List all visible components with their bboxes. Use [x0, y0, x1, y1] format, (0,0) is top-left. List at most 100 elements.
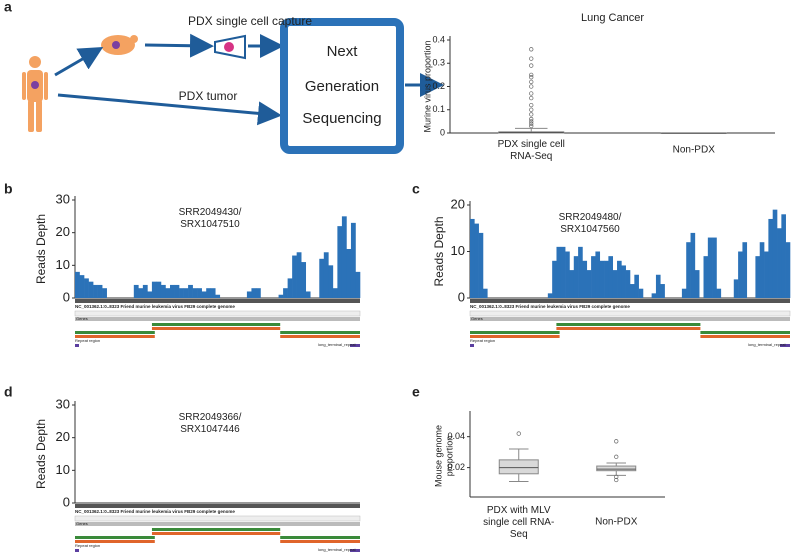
coverage-bar: [556, 246, 562, 298]
repeat: [780, 344, 790, 347]
coverage-bar: [785, 242, 791, 298]
gene: [556, 323, 701, 326]
coverage-bar: [474, 223, 479, 298]
coverage-bar: [142, 284, 148, 298]
y-tick-label: 0: [63, 289, 70, 304]
coverage-bar: [215, 294, 221, 298]
coverage-bar: [604, 260, 609, 298]
outlier: [529, 121, 534, 126]
y-tick-label: 0: [458, 289, 465, 304]
outlier: [529, 123, 534, 129]
coverage-bar: [621, 265, 626, 298]
coverage-bar: [686, 242, 691, 298]
y-tick-label: 0: [63, 494, 70, 509]
track-repeat-name: long_terminal_repeat: [318, 342, 356, 347]
coverage-bar: [716, 288, 722, 298]
coverage-bar: [192, 288, 198, 298]
coverage-bar: [569, 270, 575, 298]
track-bar: [470, 317, 790, 321]
outlier: [614, 439, 619, 444]
repeat: [470, 344, 474, 347]
y-axis-label: Mouse genomeproportion: [434, 425, 455, 487]
gene: [75, 536, 155, 539]
coverage-bar: [97, 284, 103, 298]
gene: [151, 532, 281, 535]
annotation: SRR2049480/SRX1047560: [559, 212, 622, 235]
coverage-bar: [138, 288, 144, 298]
coverage-bar: [102, 288, 107, 298]
coverage-bar: [768, 218, 774, 298]
coverage-bar: [151, 281, 157, 298]
cell-icon: [224, 42, 234, 52]
gene: [470, 335, 560, 338]
coverage-bar: [634, 274, 639, 298]
y-tick-label: 0: [440, 127, 445, 137]
coverage-bar: [147, 291, 153, 298]
track-repeat-name: long_terminal_repeat: [318, 547, 356, 552]
coverage-bar: [170, 284, 175, 298]
ngs-label: Sequencing: [302, 110, 381, 127]
panel-label: d: [4, 384, 13, 400]
y-axis-label: Murine virus proportion: [422, 40, 432, 132]
coverage-bar: [337, 226, 343, 298]
box: [596, 465, 637, 472]
coverage-bar: [733, 279, 739, 298]
track-repeat-label: Repeat region: [75, 543, 100, 548]
coverage-bar: [296, 252, 302, 298]
repeat: [350, 344, 360, 347]
outlier: [614, 474, 619, 480]
coverage-bar: [350, 222, 356, 298]
track-ruler: [469, 310, 791, 317]
tumor-label: PDX tumor: [179, 89, 238, 103]
coverage-bar: [201, 291, 207, 298]
track-title: NC_001362.1:0..8323 Friend murine leukem…: [470, 304, 630, 309]
x-tick-label: PDX with MLV single cell RNA-Seq: [483, 505, 554, 540]
x-tick-label: Non-PDX: [673, 145, 716, 156]
track-genes-label: Genes: [76, 521, 88, 526]
y-tick-label: 10: [56, 257, 70, 272]
coverage-bar: [781, 214, 786, 298]
repeat: [350, 549, 360, 552]
coverage-bar: [608, 256, 614, 298]
coverage-bar: [599, 260, 605, 298]
coverage-bar: [690, 232, 696, 298]
outlier: [529, 91, 534, 96]
gene: [75, 331, 155, 334]
outlier: [529, 79, 534, 84]
coverage-bar: [578, 246, 583, 298]
gene: [151, 323, 281, 326]
y-tick-label: 20: [451, 196, 465, 211]
coverage-bar: [582, 260, 588, 298]
coverage-bar: [470, 218, 475, 298]
capture-label: PDX single cell capture: [188, 14, 312, 28]
coverage-bar: [547, 293, 553, 298]
diagram: PDX single cell capture PDX tumor Next G…: [22, 14, 444, 154]
track-ruler: [74, 515, 361, 522]
track-title: NC_001362.1:0..8323 Friend murine leukem…: [75, 304, 235, 309]
outlier: [614, 477, 619, 483]
track-repeat-name: long_terminal_repeat: [748, 342, 786, 347]
outlier: [529, 102, 534, 108]
track-header: [75, 299, 360, 303]
tube-icon: [214, 34, 246, 60]
coverage-bar: [165, 288, 171, 298]
gene: [280, 335, 360, 338]
coverage-bar: [156, 281, 162, 298]
coverage-bar: [346, 249, 352, 298]
outlier: [529, 63, 534, 68]
y-axis-label: Reads Depth: [34, 419, 48, 489]
outlier: [529, 56, 534, 61]
y-tick-label: 0.2: [432, 81, 445, 91]
panel-label: b: [4, 181, 13, 197]
coverage-bar: [179, 288, 184, 298]
coverage-bar: [755, 256, 761, 298]
track-bar: [75, 522, 360, 526]
coverage-bar: [287, 278, 293, 298]
outlier: [516, 431, 521, 436]
y-tick-label: 20: [56, 429, 70, 444]
coverage-bar: [777, 228, 782, 298]
annotation: SRR2049430/SRX1047510: [179, 207, 242, 230]
y-tick-label: 0.04: [447, 431, 465, 441]
outlier: [614, 454, 619, 459]
track-repeat-label: Repeat region: [470, 338, 495, 343]
